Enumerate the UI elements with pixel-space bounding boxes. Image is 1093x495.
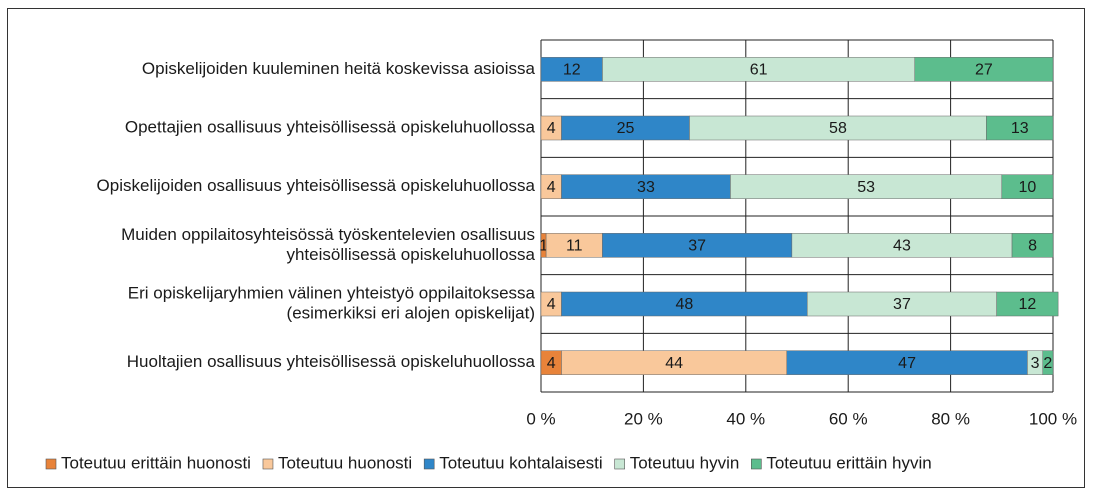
- data-label: 8: [1028, 238, 1037, 255]
- x-tick-label: 80 %: [931, 409, 970, 428]
- data-label: 3: [1031, 355, 1040, 372]
- bar-segment: [986, 115, 1054, 141]
- legend-label: Toteutuu kohtalaisesti: [439, 453, 603, 472]
- data-label: 61: [750, 62, 768, 79]
- legend-swatch: [45, 458, 57, 470]
- legend-label: Toteutuu erittäin huonosti: [61, 453, 251, 472]
- bar-segment: [561, 350, 788, 375]
- x-tick-label: 40 %: [726, 409, 765, 428]
- bar-segment: [561, 174, 731, 199]
- data-label: 4: [547, 179, 556, 196]
- legend-swatch: [423, 458, 435, 470]
- legend-swatch: [751, 458, 762, 470]
- legend-label: Toteutuu erittäin hyvin: [766, 453, 931, 472]
- data-label: 53: [857, 179, 875, 196]
- data-label: 4: [547, 355, 556, 372]
- data-label: 44: [665, 355, 683, 372]
- bar-segment: [791, 233, 1013, 258]
- y-tick-label: yhteisöllisessä opiskeluhuollossa: [286, 245, 535, 264]
- bar-segment: [540, 57, 603, 82]
- bar-segment: [602, 233, 793, 258]
- data-label: 12: [1019, 296, 1037, 313]
- data-label: 4: [547, 120, 556, 137]
- data-label: 4: [547, 296, 556, 313]
- bar-segment: [914, 57, 1054, 82]
- x-tick-label: 20 %: [624, 409, 663, 428]
- y-tick-label: Eri opiskelijaryhmien välinen yhteistyö …: [128, 283, 536, 302]
- data-label: 2: [1043, 355, 1052, 372]
- bar-segment: [996, 291, 1059, 317]
- x-tick-label: 0 %: [526, 409, 555, 428]
- data-label: 11: [566, 238, 583, 255]
- data-label: 58: [829, 120, 847, 137]
- bar-segment: [786, 350, 1028, 375]
- legend-label: Toteutuu hyvin: [630, 453, 740, 472]
- y-tick-label: Opiskelijoiden osallisuus yhteisöllisess…: [97, 176, 536, 195]
- bar-segment: [561, 291, 808, 317]
- bar-segment: [730, 174, 1003, 199]
- bar-segment: [561, 115, 690, 141]
- grid: [540, 39, 1054, 393]
- data-label: 48: [675, 296, 693, 313]
- legend-swatch: [614, 458, 625, 470]
- data-label: 1: [539, 238, 548, 255]
- y-tick-label: (esimerkiksi eri alojen opiskelijat): [287, 303, 535, 322]
- data-label: 10: [1019, 179, 1037, 196]
- data-label: 43: [893, 238, 911, 255]
- bar-segment: [545, 233, 603, 258]
- data-label: 12: [563, 62, 581, 79]
- bar-segment: [602, 57, 916, 82]
- y-tick-label: Opettajien osallisuus yhteisöllisessä op…: [125, 117, 536, 136]
- legend-swatch: [262, 458, 274, 470]
- bar-segment: [1011, 233, 1054, 258]
- data-label: 13: [1011, 120, 1029, 137]
- y-tick-label: Huoltajien osallisuus yhteisöllisessä op…: [127, 352, 536, 371]
- data-label: 33: [637, 179, 655, 196]
- y-tick-label: Opiskelijoiden kuuleminen heitä koskevis…: [142, 59, 536, 78]
- y-tick-label: Muiden oppilaitosyhteisössä työskentelev…: [121, 225, 535, 244]
- bar-segment: [806, 291, 997, 317]
- data-label: 25: [617, 120, 635, 137]
- x-tick-label: 60 %: [829, 409, 868, 428]
- data-label: 37: [688, 238, 706, 255]
- bar-segment: [689, 115, 987, 141]
- bar-segment: [1042, 350, 1054, 375]
- x-tick-label: 100 %: [1029, 409, 1077, 428]
- data-label: 27: [975, 62, 993, 79]
- data-label: 47: [898, 355, 916, 372]
- data-label: 37: [893, 296, 911, 313]
- bar-segment: [1001, 174, 1054, 199]
- legend-label: Toteutuu huonosti: [278, 453, 412, 472]
